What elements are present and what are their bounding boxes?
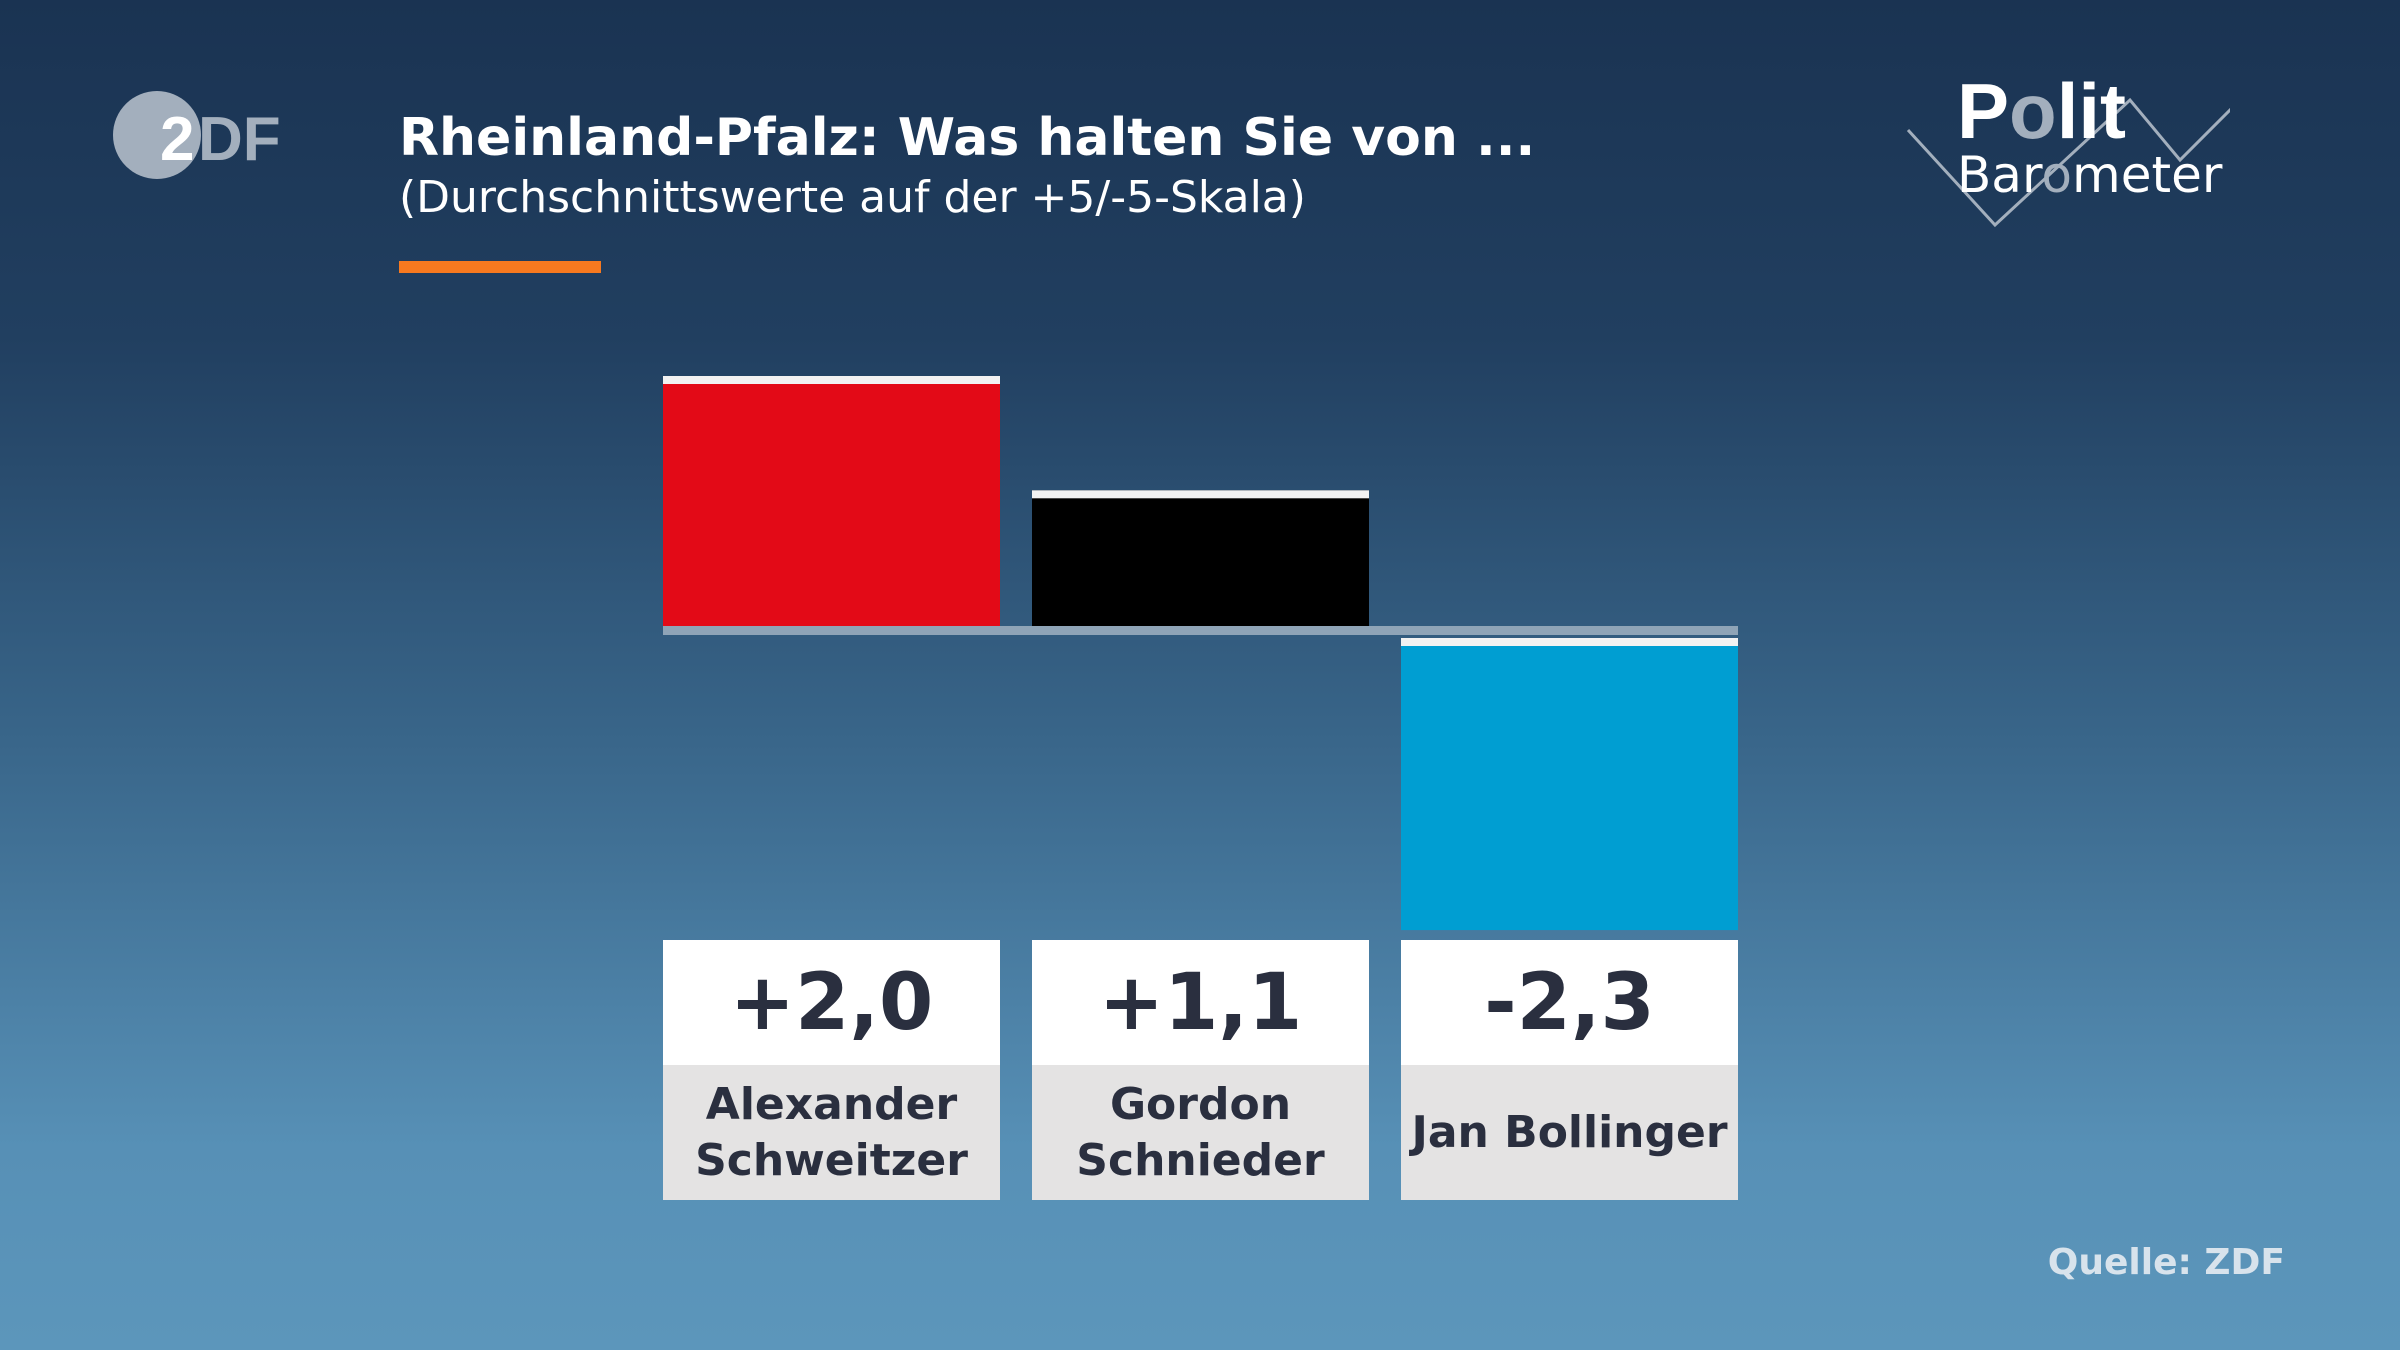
chart-title: Rheinland-Pfalz: Was halten Sie von ... [399,108,1536,168]
value-label: -2,3 [1401,940,1738,1065]
source-note: Quelle: ZDF [2047,1242,2285,1283]
value-label: +1,1 [1032,940,1369,1065]
politbarometer-logo: Polit Barometer [1900,67,2237,230]
value-label: +2,0 [663,940,1000,1065]
svg-text:Polit: Polit [1957,70,2126,155]
chart-subtitle: (Durchschnittswerte auf der +5/-5-Skala) [399,172,1306,223]
zero-baseline [663,626,1738,635]
bar-cap [1032,490,1369,499]
bar [1032,490,1369,630]
bar-cap [663,376,1000,384]
svg-text:Barometer: Barometer [1957,146,2223,204]
category-label: Gordon Schnieder [1032,1065,1369,1200]
bar [663,376,1000,630]
svg-text:2: 2 [160,105,194,174]
category-label: Jan Bollinger [1401,1065,1738,1200]
zdf-logo: 2 DF [112,90,282,182]
accent-bar [399,261,601,273]
svg-text:DF: DF [198,105,281,174]
bar [1401,638,1738,931]
bar-cap [1401,638,1738,646]
category-label: Alexander Schweitzer [663,1065,1000,1200]
